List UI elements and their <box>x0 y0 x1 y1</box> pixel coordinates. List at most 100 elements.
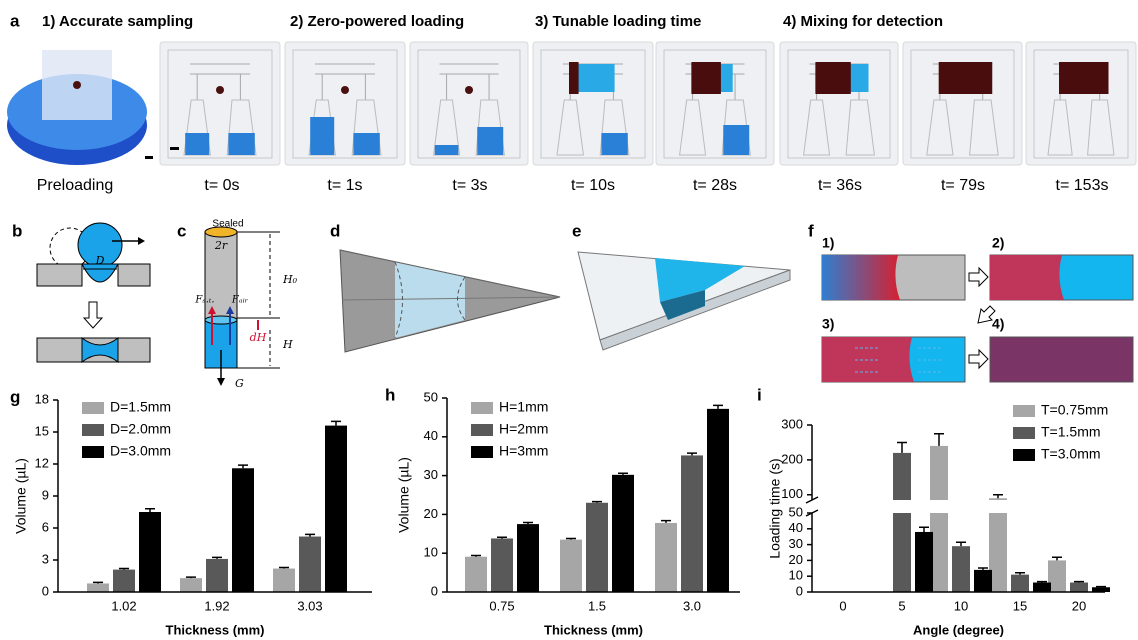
error-bar <box>145 508 155 512</box>
bar <box>930 445 948 592</box>
error-bar <box>956 541 966 547</box>
sample <box>1059 62 1109 94</box>
legend-label: T=1.5mm <box>1041 424 1101 440</box>
error-bar <box>1015 571 1025 575</box>
y-tick-label: 9 <box>42 487 49 502</box>
label: Fₐᵢᵣ <box>231 295 249 306</box>
y-tick-label: 0 <box>431 583 438 598</box>
label: H <box>282 338 293 351</box>
legend-swatch <box>82 402 104 414</box>
panel-letter: a <box>10 11 20 30</box>
seal <box>204 226 238 238</box>
sample-dot <box>73 81 81 89</box>
caption: t= 28s <box>693 177 737 194</box>
error-bar <box>1052 556 1062 561</box>
error-bar <box>186 576 196 579</box>
y-tick-label: 100 <box>781 486 803 501</box>
arrow-head <box>226 306 234 314</box>
legend-label: H=2mm <box>499 421 548 437</box>
chip-frame <box>540 49 646 159</box>
hollow-arrow <box>968 348 989 370</box>
chip-photo <box>159 41 281 166</box>
error-bar <box>238 464 248 469</box>
error-bar <box>1037 580 1047 583</box>
bar <box>1011 574 1029 592</box>
legend-swatch <box>82 424 104 436</box>
x-tick-label: 0.75 <box>489 598 514 613</box>
error-bar <box>497 536 507 539</box>
liquid <box>822 255 900 300</box>
panel-e: e <box>572 221 791 351</box>
chip-photo <box>655 41 775 166</box>
chamber <box>803 99 831 156</box>
y-tick-label: 50 <box>789 504 803 519</box>
heading: 2) Zero-powered loading <box>290 13 464 30</box>
legend-swatch <box>471 446 493 458</box>
liquid <box>723 125 750 155</box>
caption: t= 36s <box>818 177 862 194</box>
x-tick-label: 3.0 <box>683 598 701 613</box>
legend-label: D=2.0mm <box>110 421 171 437</box>
legend-label: T=0.75mm <box>1041 402 1108 418</box>
y-tick-label: 20 <box>424 506 438 521</box>
y-tick-label: 10 <box>789 568 803 583</box>
legend-label: T=3.0mm <box>1041 446 1101 462</box>
bar <box>325 425 347 592</box>
chip-frame <box>787 49 891 159</box>
panel-letter: b <box>12 221 22 240</box>
axis-break <box>804 499 1105 513</box>
wedge-side <box>599 269 791 351</box>
step-label: 3) <box>822 316 834 332</box>
sample <box>691 62 721 94</box>
block <box>117 263 151 287</box>
error-bar <box>279 566 289 569</box>
photo-strip <box>7 41 1137 166</box>
error-bar <box>471 554 481 557</box>
interface <box>204 315 238 325</box>
diffusion-arrows <box>855 347 943 373</box>
error-bar <box>919 526 929 532</box>
meniscus <box>394 261 466 339</box>
meniscus <box>81 263 119 283</box>
bar <box>299 536 321 592</box>
y-tick-label: 20 <box>789 552 803 567</box>
chip-frame <box>910 49 1015 159</box>
step-label: 4) <box>992 316 1004 332</box>
error-bar <box>661 519 671 523</box>
liquid <box>601 133 628 155</box>
bar <box>707 408 729 592</box>
y-tick-label: 18 <box>35 391 49 406</box>
y-tick-label: 0 <box>796 583 803 598</box>
heading: 4) Mixing for detection <box>783 13 943 30</box>
label: G <box>235 377 244 390</box>
block <box>36 263 83 287</box>
arrow-head <box>217 378 225 386</box>
panel-d: d <box>330 221 561 353</box>
label: H₀ <box>282 273 298 286</box>
x-axis-label: Thickness (mm) <box>544 622 643 637</box>
panel-letter: e <box>572 221 581 240</box>
sample <box>815 62 851 94</box>
scale-bar <box>145 156 153 159</box>
y-tick-label: 200 <box>781 451 803 466</box>
y-tick-label: 6 <box>42 519 49 534</box>
liquid <box>434 145 459 155</box>
panel-letter: g <box>10 387 20 406</box>
bar <box>681 455 703 592</box>
liquid <box>990 255 1064 300</box>
y-tick-label: 12 <box>35 455 49 470</box>
chip-photo <box>902 41 1023 166</box>
y-tick-label: 15 <box>35 423 49 438</box>
label: dH <box>250 331 267 344</box>
error-bar <box>523 521 533 525</box>
arrow-head <box>208 306 216 314</box>
error-bar <box>592 500 602 503</box>
bar <box>1048 560 1066 592</box>
label: D <box>95 254 105 267</box>
chamber <box>556 99 584 156</box>
x-tick-label: 10 <box>954 598 968 613</box>
bar <box>989 498 1007 592</box>
bar <box>655 522 677 592</box>
y-tick-label: 3 <box>42 551 49 566</box>
sample-dot <box>341 86 349 94</box>
